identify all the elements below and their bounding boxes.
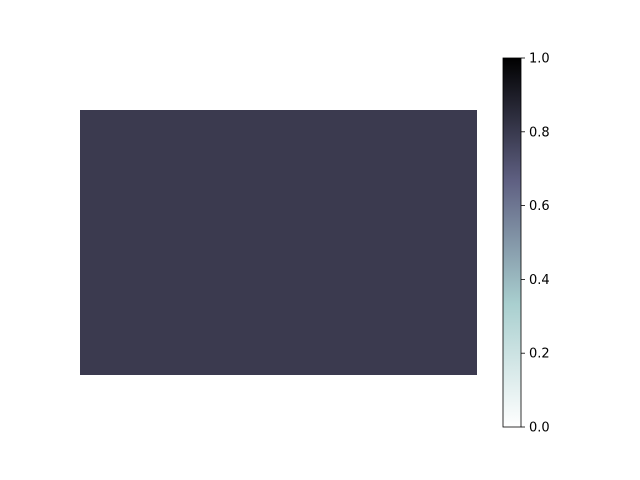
colorbar-gradient	[502, 57, 522, 428]
colorbar-tick-label: 0.0	[529, 421, 550, 436]
heatmap-cell	[80, 110, 477, 375]
colorbar: 0.0 0.2 0.4 0.6 0.8 1.0	[502, 52, 550, 436]
colorbar-tick-label: 0.2	[529, 347, 550, 362]
colorbar-tick-label: 0.8	[529, 125, 550, 140]
colorbar-tick-label: 1.0	[529, 52, 550, 67]
heatmap-plot-area	[80, 110, 477, 375]
colorbar-ticks: 0.0 0.2 0.4 0.6 0.8 1.0	[521, 52, 550, 436]
colorbar-tick-label: 0.6	[529, 199, 550, 214]
colorbar-tick-label: 0.4	[529, 273, 550, 288]
